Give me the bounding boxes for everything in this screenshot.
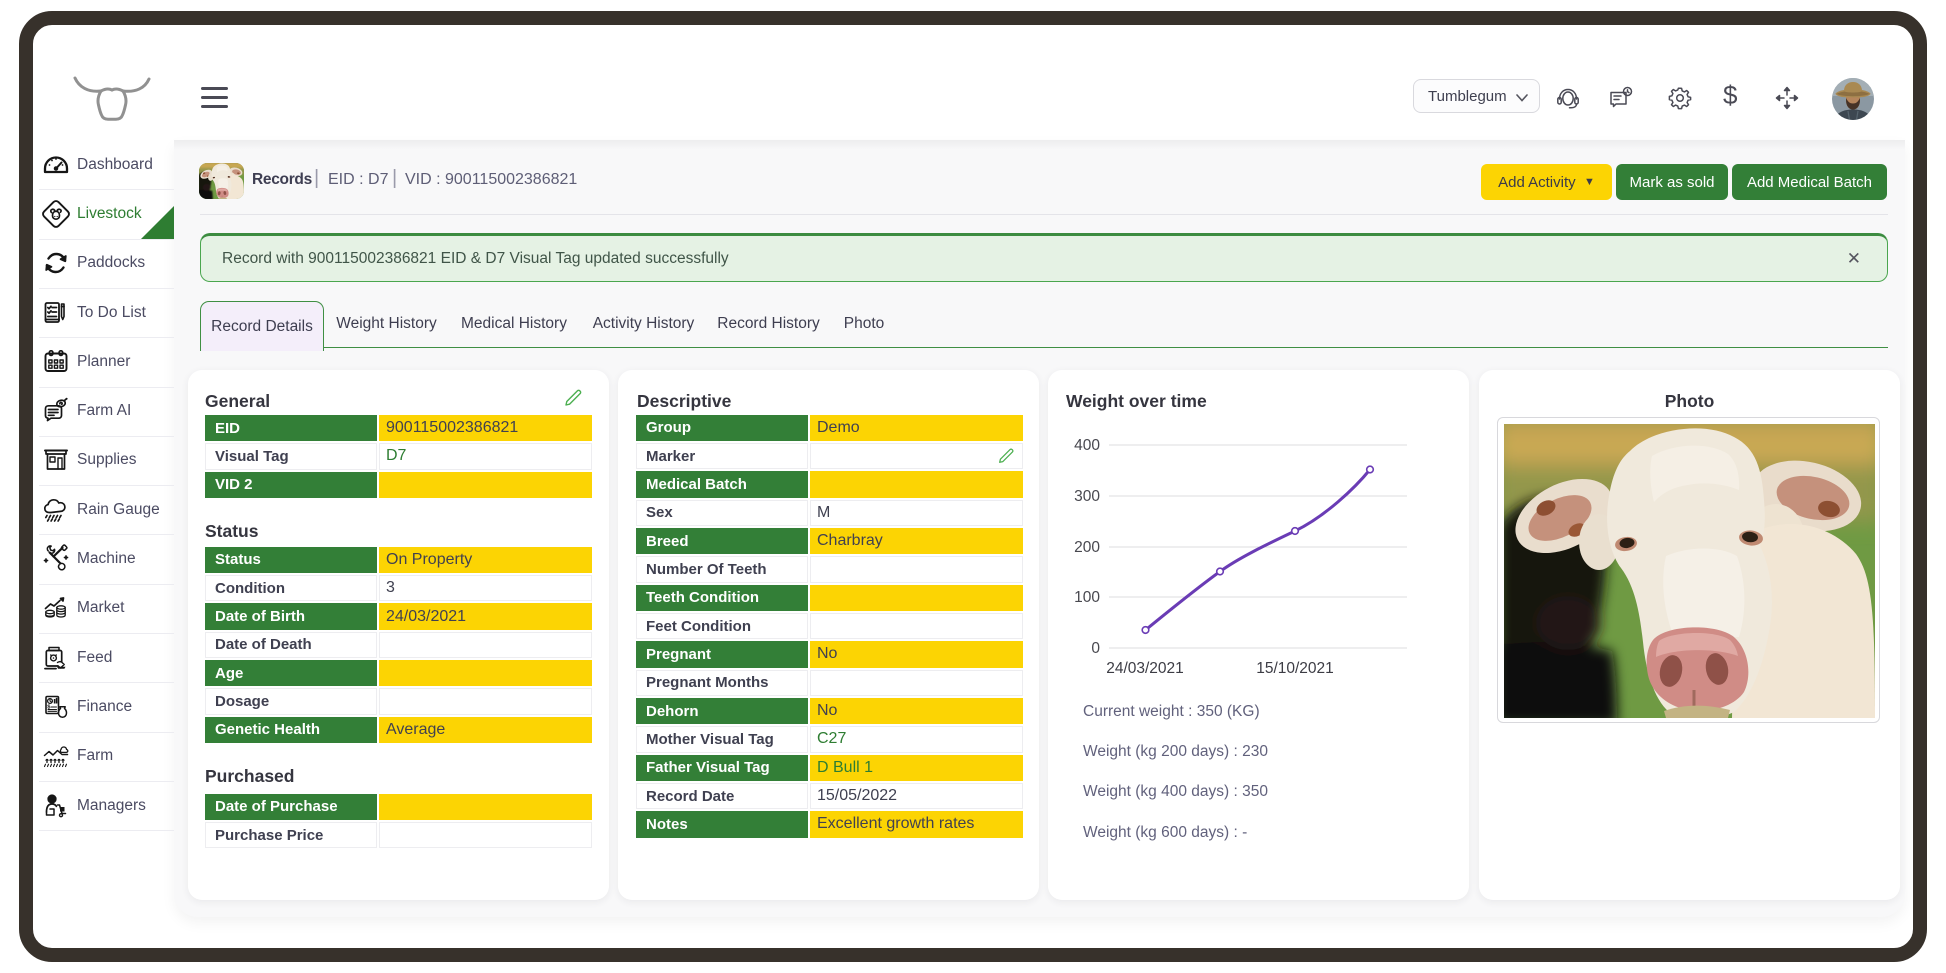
svg-text:400: 400 [1074,437,1100,454]
svg-text:100: 100 [1074,589,1100,606]
svg-text:200: 200 [1074,539,1100,556]
svg-text:300: 300 [1074,488,1100,505]
svg-text:0: 0 [1091,640,1100,657]
svg-text:$: $ [47,704,50,710]
svg-text:15/10/2021: 15/10/2021 [1256,660,1334,677]
svg-text:24/03/2021: 24/03/2021 [1106,660,1184,677]
